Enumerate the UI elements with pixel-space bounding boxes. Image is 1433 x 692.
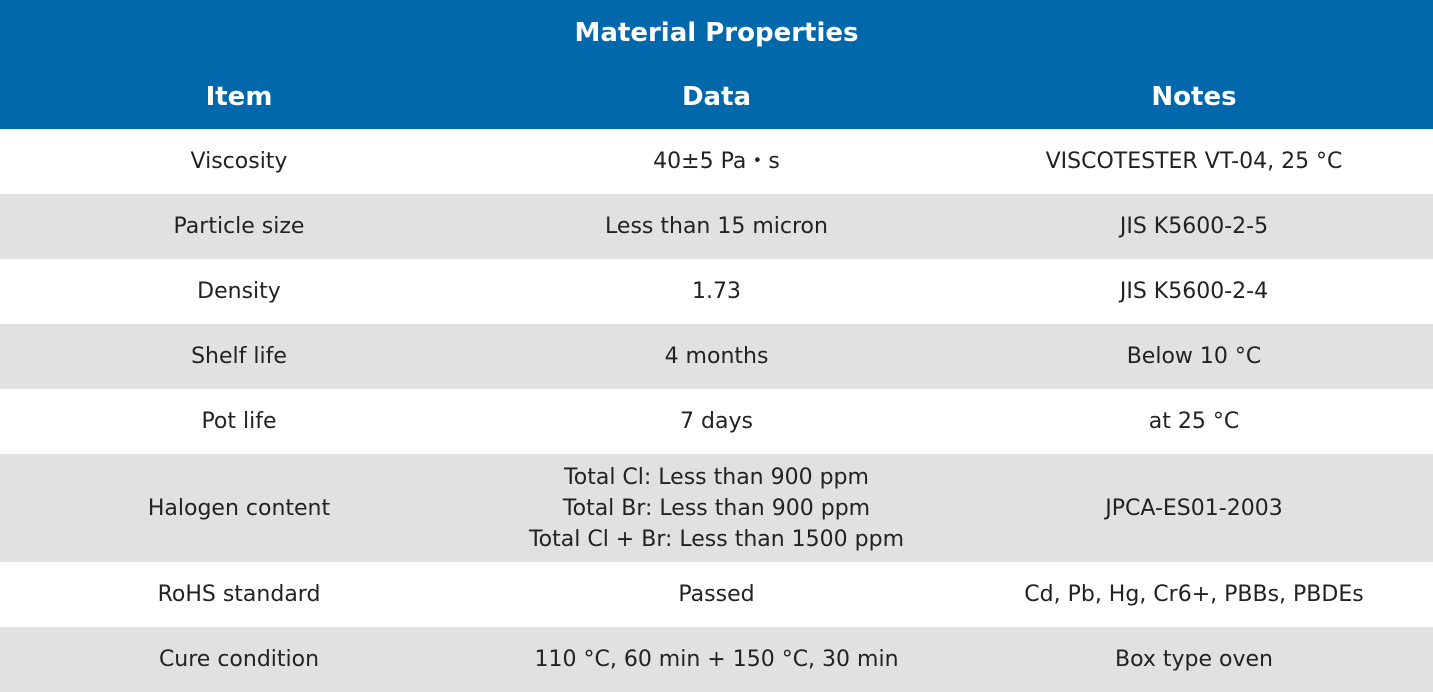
data-value: Total Cl + Br: Less than 1500 ppm xyxy=(528,526,905,552)
notes-cell: VISCOTESTER VT-04, 25 °C xyxy=(1045,149,1343,174)
column-header-item: Item xyxy=(205,82,273,112)
column-headers: Item Data Notes xyxy=(0,66,1433,129)
data-value: Passed xyxy=(678,582,755,607)
notes-cell: JIS K5600-2-5 xyxy=(1119,214,1269,239)
item-cell: Shelf life xyxy=(191,344,287,369)
table-row: Particle size Less than 15 micron JIS K5… xyxy=(0,194,1433,259)
column-header-data: Data xyxy=(681,82,752,112)
item-cell: Viscosity xyxy=(190,149,288,174)
data-cell: 1.73 xyxy=(478,259,955,324)
table-row: Density 1.73 JIS K5600-2-4 xyxy=(0,259,1433,324)
notes-cell: JIS K5600-2-4 xyxy=(1119,279,1269,304)
data-cell: Passed xyxy=(478,562,955,627)
item-cell: Particle size xyxy=(173,214,305,239)
table-row: RoHS standard Passed Cd, Pb, Hg, Cr6+, P… xyxy=(0,562,1433,627)
data-cell: Less than 15 micron xyxy=(478,194,955,259)
item-cell: Density xyxy=(197,279,281,304)
notes-cell: at 25 °C xyxy=(1148,409,1240,434)
notes-cell: Cd, Pb, Hg, Cr6+, PBBs, PBDEs xyxy=(1024,582,1364,607)
item-cell: RoHS standard xyxy=(157,582,321,607)
table-row: Halogen content Total Cl: Less than 900 … xyxy=(0,454,1433,562)
data-value: 1.73 xyxy=(692,279,741,304)
data-value: 7 days xyxy=(680,409,753,434)
data-cell: 110 °C, 60 min + 150 °C, 30 min xyxy=(478,627,955,692)
data-value: 40±5 Pa・s xyxy=(653,149,780,174)
data-cell: 4 months xyxy=(478,324,955,389)
data-value: 110 °C, 60 min + 150 °C, 30 min xyxy=(534,647,899,672)
table-row: Pot life 7 days at 25 °C xyxy=(0,389,1433,454)
data-value: Less than 15 micron xyxy=(605,214,828,239)
data-cell: 7 days xyxy=(478,389,955,454)
item-cell: Pot life xyxy=(201,409,277,434)
table-title: Material Properties xyxy=(574,18,859,48)
data-value: 4 months xyxy=(664,344,769,369)
notes-cell: Below 10 °C xyxy=(1126,344,1262,369)
notes-cell: Box type oven xyxy=(1115,647,1273,672)
table-header: Material Properties Item Data Notes xyxy=(0,0,1433,129)
notes-cell: JPCA-ES01-2003 xyxy=(1105,495,1283,521)
data-value: Total Cl: Less than 900 ppm xyxy=(564,464,869,490)
data-value: Total Br: Less than 900 ppm xyxy=(562,495,871,521)
table-row: Shelf life 4 months Below 10 °C xyxy=(0,324,1433,389)
data-cell: 40±5 Pa・s xyxy=(478,129,955,194)
table-body: Viscosity 40±5 Pa・s VISCOTESTER VT-04, 2… xyxy=(0,129,1433,692)
table-row: Viscosity 40±5 Pa・s VISCOTESTER VT-04, 2… xyxy=(0,129,1433,194)
item-cell: Halogen content xyxy=(147,495,331,521)
item-cell: Cure condition xyxy=(158,647,320,672)
table-row: Cure condition 110 °C, 60 min + 150 °C, … xyxy=(0,627,1433,692)
column-header-notes: Notes xyxy=(1151,82,1237,112)
data-cell: Total Cl: Less than 900 ppm Total Br: Le… xyxy=(478,454,955,562)
